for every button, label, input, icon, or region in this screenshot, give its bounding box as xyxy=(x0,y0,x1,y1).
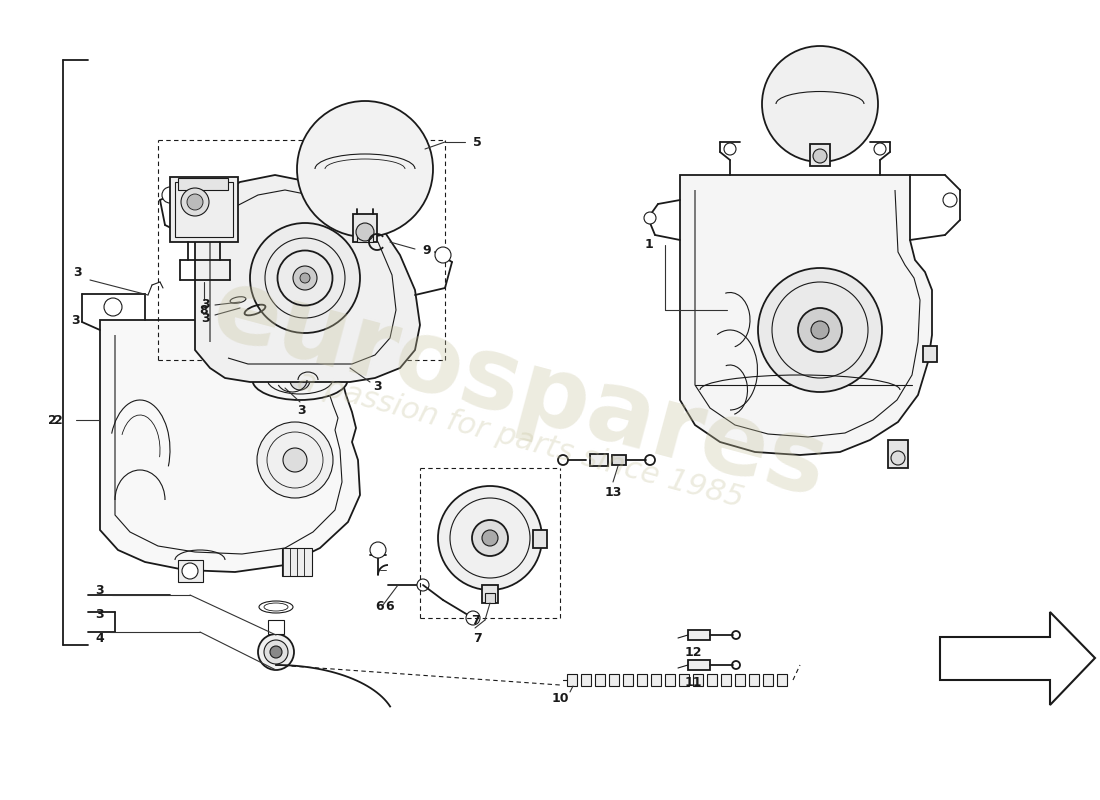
Bar xyxy=(777,674,786,686)
Circle shape xyxy=(182,563,198,579)
Text: 3: 3 xyxy=(96,609,104,622)
Text: 3: 3 xyxy=(200,298,209,311)
Bar xyxy=(688,630,710,640)
Text: 3: 3 xyxy=(298,403,306,417)
Text: 3: 3 xyxy=(96,583,104,597)
Bar xyxy=(268,620,284,634)
Text: 9: 9 xyxy=(422,243,431,257)
Text: 4: 4 xyxy=(96,631,104,645)
Bar xyxy=(763,674,773,686)
Text: 6: 6 xyxy=(386,601,394,614)
Bar xyxy=(637,674,647,686)
Circle shape xyxy=(297,101,433,237)
Text: 3: 3 xyxy=(74,266,82,279)
Bar xyxy=(175,182,233,237)
Bar xyxy=(612,455,626,465)
Bar xyxy=(566,674,578,686)
Bar xyxy=(590,454,608,466)
Bar xyxy=(666,674,675,686)
Bar xyxy=(170,177,238,242)
Circle shape xyxy=(434,247,451,263)
Text: 13: 13 xyxy=(604,486,622,498)
Circle shape xyxy=(258,634,294,670)
Bar xyxy=(707,674,717,686)
Circle shape xyxy=(811,321,829,339)
Bar xyxy=(534,530,547,548)
Text: 2: 2 xyxy=(54,414,63,426)
Text: 3: 3 xyxy=(70,314,79,326)
Polygon shape xyxy=(680,175,932,455)
Bar xyxy=(923,346,937,362)
Circle shape xyxy=(438,486,542,590)
Bar xyxy=(178,178,228,190)
Text: 3: 3 xyxy=(374,381,383,394)
Text: a passion for parts since 1985: a passion for parts since 1985 xyxy=(294,366,747,514)
Bar xyxy=(358,232,373,242)
Circle shape xyxy=(472,520,508,556)
Bar xyxy=(485,593,495,603)
Bar xyxy=(651,674,661,686)
Bar xyxy=(282,548,312,576)
Circle shape xyxy=(300,273,310,283)
Circle shape xyxy=(182,188,209,216)
Circle shape xyxy=(104,298,122,316)
Circle shape xyxy=(356,223,374,241)
Circle shape xyxy=(874,143,886,155)
Bar xyxy=(888,440,907,468)
Text: 7: 7 xyxy=(471,614,480,626)
Circle shape xyxy=(187,194,204,210)
Polygon shape xyxy=(100,320,360,572)
Circle shape xyxy=(293,266,317,290)
Circle shape xyxy=(466,611,480,625)
Text: 8: 8 xyxy=(200,303,208,317)
Text: 7: 7 xyxy=(474,631,483,645)
Circle shape xyxy=(813,149,827,163)
Text: 11: 11 xyxy=(684,677,702,690)
Circle shape xyxy=(482,530,498,546)
Bar xyxy=(679,674,689,686)
Bar xyxy=(810,144,830,166)
Bar xyxy=(623,674,632,686)
Circle shape xyxy=(644,212,656,224)
Circle shape xyxy=(798,308,842,352)
Circle shape xyxy=(417,579,429,591)
Circle shape xyxy=(943,193,957,207)
Bar xyxy=(735,674,745,686)
Bar xyxy=(595,674,605,686)
Text: eurospares: eurospares xyxy=(202,262,838,518)
Circle shape xyxy=(283,448,307,472)
Bar xyxy=(693,674,703,686)
Circle shape xyxy=(250,223,360,333)
Bar xyxy=(688,660,710,670)
Text: 12: 12 xyxy=(684,646,702,659)
Text: 6: 6 xyxy=(376,601,384,614)
Circle shape xyxy=(724,143,736,155)
Bar xyxy=(581,674,591,686)
Ellipse shape xyxy=(253,360,348,400)
Polygon shape xyxy=(195,175,420,382)
Bar xyxy=(482,585,498,603)
Circle shape xyxy=(290,370,310,390)
Circle shape xyxy=(370,542,386,558)
Bar xyxy=(353,214,377,242)
Bar xyxy=(178,560,204,582)
Text: 5: 5 xyxy=(473,135,482,149)
Bar xyxy=(609,674,619,686)
Polygon shape xyxy=(940,612,1094,705)
Circle shape xyxy=(162,187,178,203)
Circle shape xyxy=(257,422,333,498)
Text: 3: 3 xyxy=(200,311,209,325)
Bar xyxy=(749,674,759,686)
Circle shape xyxy=(264,640,288,664)
Text: 2: 2 xyxy=(47,414,56,426)
Bar xyxy=(720,674,732,686)
Circle shape xyxy=(270,646,282,658)
Circle shape xyxy=(758,268,882,392)
Text: 1: 1 xyxy=(645,238,653,251)
Circle shape xyxy=(762,46,878,162)
Circle shape xyxy=(891,451,905,465)
Text: 10: 10 xyxy=(551,691,569,705)
Circle shape xyxy=(314,311,331,329)
